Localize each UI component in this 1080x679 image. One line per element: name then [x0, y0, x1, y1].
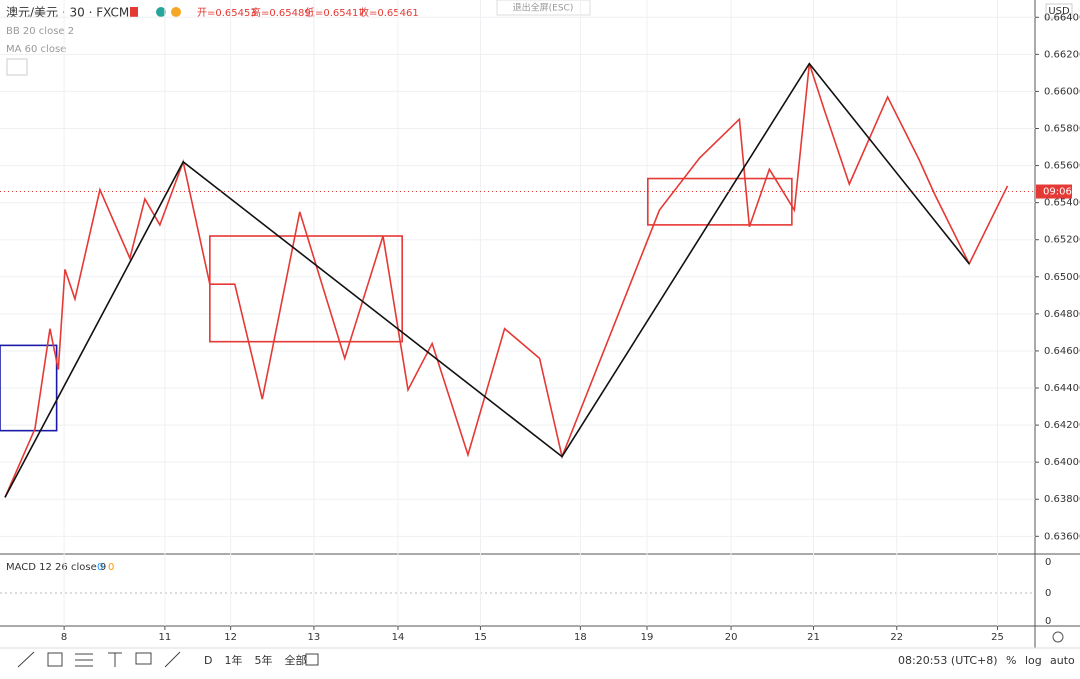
- scale-option[interactable]: auto: [1050, 654, 1075, 667]
- y-tick-label: 0.66400: [1044, 12, 1080, 23]
- macd-tick: 0: [1045, 557, 1051, 568]
- status-dot: [171, 7, 181, 17]
- ohlc-high: 高=0.65489: [251, 6, 311, 19]
- x-tick-label: 25: [991, 632, 1004, 643]
- range-box: [0, 344, 58, 432]
- x-tick-label: 19: [641, 632, 654, 643]
- x-tick-label: 14: [392, 632, 405, 643]
- compare-icon[interactable]: [305, 653, 319, 666]
- x-tick-label: 15: [474, 632, 487, 643]
- x-tick-label: 13: [308, 632, 321, 643]
- x-tick-label: 21: [807, 632, 820, 643]
- currency-box: [1045, 3, 1073, 19]
- settings-icon[interactable]: [1052, 631, 1064, 643]
- x-tick-label: 8: [61, 632, 67, 643]
- macd-tick: 0: [1045, 616, 1051, 627]
- exit-fullscreen[interactable]: [496, 0, 591, 16]
- macd-label: MACD 12 26 close 9: [6, 562, 106, 573]
- status-dot: [156, 7, 166, 17]
- period-button[interactable]: 1年: [224, 653, 242, 667]
- exit-fullscreen-label[interactable]: 退出全屏(ESC): [513, 2, 574, 14]
- ohlc-open: 开=0.65453: [197, 8, 257, 19]
- scale-option[interactable]: %: [1006, 654, 1016, 667]
- x-tick-label: 22: [890, 632, 903, 643]
- clock: 08:20:53 (UTC+8): [898, 654, 998, 667]
- indicator-label[interactable]: BB 20 close 2: [6, 26, 74, 37]
- last-price-tag: [1036, 184, 1072, 199]
- flag-icon: [130, 7, 138, 17]
- tool-rect[interactable]: [47, 652, 63, 667]
- macd-signal: 0: [108, 562, 114, 573]
- macd-value: 0: [97, 562, 103, 573]
- ohlc-low: 低=0.65417: [305, 6, 365, 19]
- price-line: [4, 62, 970, 498]
- tool-text[interactable]: [108, 652, 122, 667]
- x-tick-label: 12: [224, 632, 237, 643]
- indicator-label[interactable]: MA 60 close: [6, 44, 66, 55]
- symbol[interactable]: 澳元/美元 · 30 · FXCM: [6, 6, 129, 20]
- macd-tick: 0: [1045, 588, 1051, 599]
- drawing-tools: [17, 651, 319, 668]
- price-line: [4, 63, 1009, 498]
- period-button[interactable]: D: [204, 654, 212, 667]
- tool-ray[interactable]: [164, 651, 181, 668]
- scale-option[interactable]: log: [1025, 654, 1042, 667]
- range-box: [209, 235, 403, 343]
- tool-note[interactable]: [135, 652, 152, 665]
- collapse-button[interactable]: [6, 58, 28, 76]
- x-tick-label: 18: [574, 632, 587, 643]
- period-button[interactable]: 全部: [284, 653, 306, 667]
- ohlc-close: 收=0.65461: [359, 6, 419, 19]
- tool-trendline[interactable]: [17, 651, 35, 668]
- x-tick-label: 20: [725, 632, 738, 643]
- x-tick-label: 11: [159, 632, 172, 643]
- period-button[interactable]: 5年: [254, 653, 272, 667]
- last-price-label: 09:06: [1043, 187, 1072, 198]
- currency: USD: [1048, 6, 1070, 17]
- range-box: [647, 177, 793, 226]
- plot: [0, 0, 1035, 626]
